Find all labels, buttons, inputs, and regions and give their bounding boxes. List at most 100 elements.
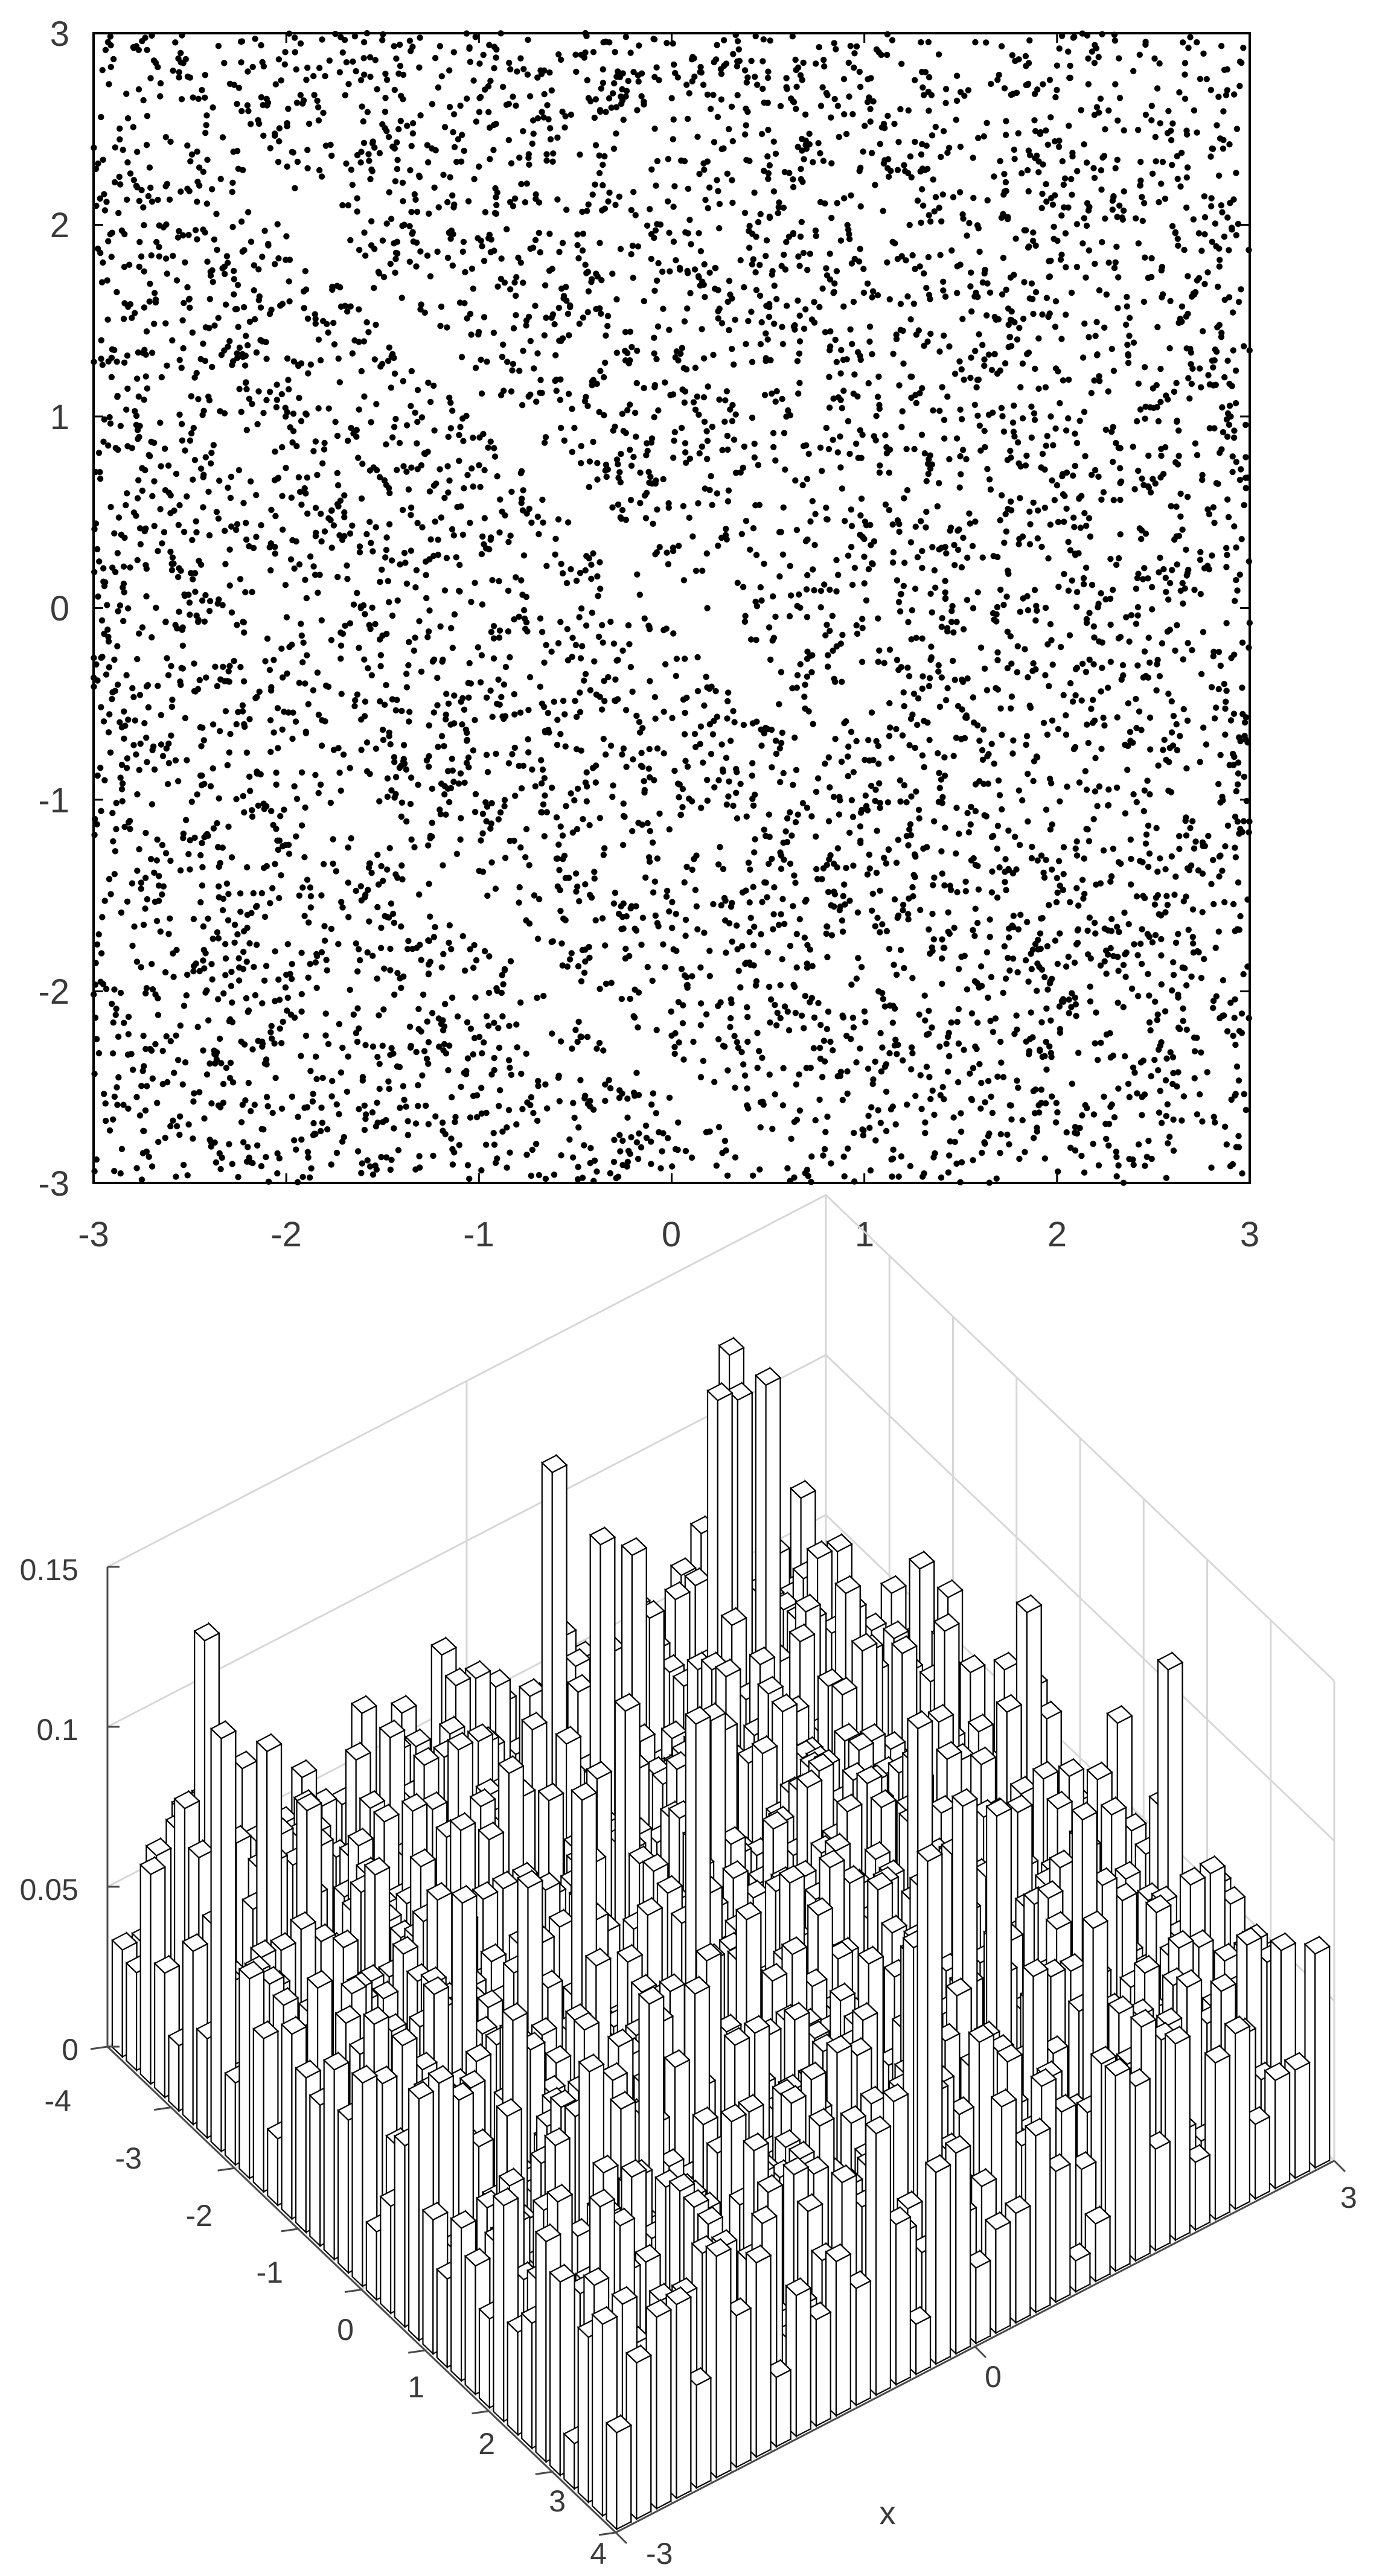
scatter-point xyxy=(659,1148,665,1155)
scatter-point xyxy=(286,643,293,651)
scatter-point xyxy=(1209,552,1215,559)
scatter-point xyxy=(165,760,173,767)
scatter-point xyxy=(432,147,439,154)
scatter-point xyxy=(901,162,907,168)
scatter-point xyxy=(173,1173,179,1180)
scatter-point xyxy=(1208,684,1215,690)
scatter-point xyxy=(231,939,238,946)
scatter-point xyxy=(1133,893,1140,900)
scatter-point xyxy=(199,87,205,94)
scatter-point xyxy=(679,804,686,811)
scatter-point xyxy=(608,980,615,986)
scatter-point xyxy=(1073,838,1080,845)
scatter-point xyxy=(1079,660,1086,668)
scatter-point xyxy=(726,327,732,334)
scatter-point xyxy=(425,379,432,386)
scatter-point xyxy=(1107,658,1114,665)
scatter-point xyxy=(381,965,388,972)
scatter-point xyxy=(1124,293,1130,301)
scatter-point xyxy=(961,92,968,99)
scatter-point xyxy=(862,1019,869,1025)
scatter-point xyxy=(144,385,150,392)
scatter-point xyxy=(636,729,644,736)
scatter-point xyxy=(302,490,309,497)
scatter-point xyxy=(1086,515,1093,521)
scatter-point xyxy=(1025,607,1032,614)
scatter-point xyxy=(200,946,207,954)
scatter-point xyxy=(129,880,136,887)
scatter-point xyxy=(1166,345,1173,352)
scatter-point xyxy=(1135,1141,1142,1148)
scatter-point xyxy=(126,261,133,268)
scatter-point xyxy=(177,49,184,57)
scatter-point xyxy=(1205,372,1212,378)
scatter-point xyxy=(208,450,215,456)
scatter-point xyxy=(882,501,889,508)
scatter-point xyxy=(1000,1074,1007,1080)
scatter-point xyxy=(925,253,932,261)
scatter-point xyxy=(1040,81,1046,88)
scatter-point xyxy=(664,549,670,556)
scatter-point xyxy=(1015,926,1022,933)
scatter-point xyxy=(272,512,279,520)
scatter-point xyxy=(773,388,780,395)
scatter-point xyxy=(606,39,613,46)
scatter-point xyxy=(508,160,515,167)
scatter-point xyxy=(868,709,875,716)
scatter-point xyxy=(901,703,907,710)
scatter-point xyxy=(418,668,425,675)
scatter-point xyxy=(471,942,478,949)
scatter-point xyxy=(1035,169,1042,176)
scatter-point xyxy=(168,567,176,573)
scatter-point xyxy=(174,573,182,581)
scatter-point xyxy=(228,523,235,530)
scatter-point xyxy=(670,630,677,637)
scatter-point xyxy=(824,954,831,961)
scatter-point xyxy=(322,142,329,149)
scatter-point xyxy=(162,969,169,976)
scatter-point xyxy=(1215,283,1221,290)
scatter-point xyxy=(840,303,847,310)
scatter-point xyxy=(575,1164,581,1170)
scatter-point xyxy=(908,1066,915,1073)
scatter-point xyxy=(1119,662,1127,669)
scatter-point xyxy=(1156,60,1163,67)
scatter-point xyxy=(830,794,837,800)
scatter-point xyxy=(121,708,127,715)
scatter-point xyxy=(1110,587,1116,593)
scatter-point xyxy=(261,806,267,812)
scatter-point xyxy=(133,375,141,382)
scatter-point xyxy=(234,282,241,289)
scatter-point xyxy=(827,852,834,859)
scatter-point xyxy=(758,742,765,749)
scatter-point xyxy=(798,176,805,183)
scatter-point xyxy=(791,983,798,990)
scatter-point xyxy=(145,193,152,200)
scatter-point xyxy=(596,107,604,113)
scatter-point xyxy=(964,596,971,604)
scatter-point xyxy=(957,261,964,268)
scatter-point xyxy=(953,435,961,442)
scatter-point xyxy=(1159,159,1166,165)
scatter-point xyxy=(285,106,292,112)
scatter-point xyxy=(98,808,104,814)
scatter-point xyxy=(855,258,863,265)
scatter-point xyxy=(449,1146,456,1153)
scatter-point xyxy=(1215,686,1223,692)
scatter-point xyxy=(167,138,174,145)
scatter-point xyxy=(1113,439,1119,447)
scatter-point xyxy=(1142,840,1150,847)
scatter-point xyxy=(986,476,993,483)
scatter-point xyxy=(1108,429,1115,435)
scatter-point xyxy=(407,167,414,174)
scatter-point xyxy=(202,72,208,78)
scatter-point xyxy=(1136,708,1143,715)
scatter-point xyxy=(1038,852,1045,859)
scatter-point xyxy=(141,268,147,275)
scatter-point xyxy=(932,124,939,130)
scatter-point xyxy=(1085,207,1092,214)
scatter-point xyxy=(325,515,332,521)
scatter-point xyxy=(1072,994,1078,1001)
scatter-point xyxy=(1028,966,1035,972)
scatter-point xyxy=(919,673,926,680)
